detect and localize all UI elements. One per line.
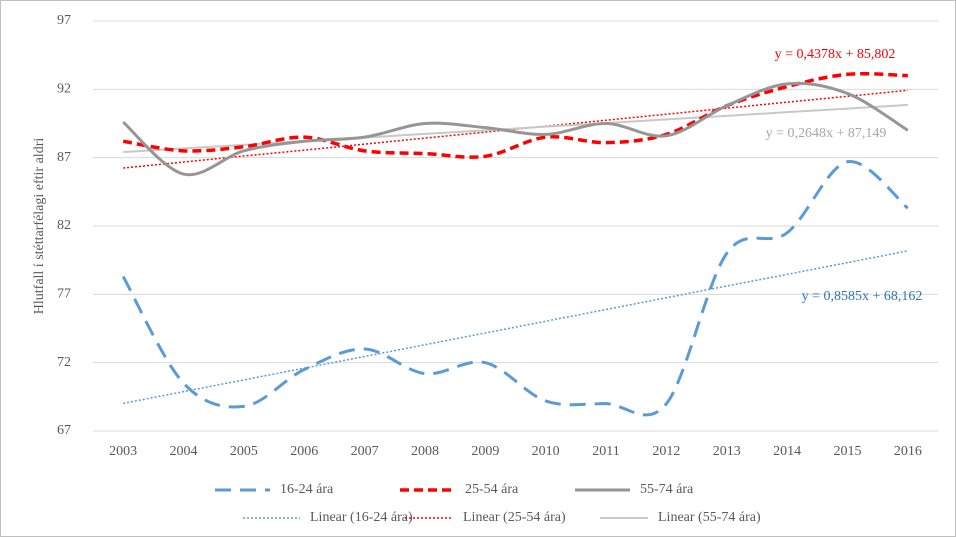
y-tick-label: 87: [57, 150, 71, 165]
annotation: y = 0,8585x + 68,162: [802, 289, 923, 304]
x-tick-label: 2003: [109, 444, 137, 459]
x-tick-label: 2007: [351, 444, 379, 459]
x-tick-label: 2006: [290, 444, 318, 459]
x-tick-label: 2009: [471, 444, 499, 459]
x-tick-label: 2008: [411, 444, 439, 459]
legend-label: 25-54 ára: [465, 482, 519, 497]
legend-label: Linear (55-74 ára): [658, 510, 761, 525]
legend-label: 16-24 ára: [280, 482, 334, 497]
x-tick-label: 2011: [592, 444, 619, 459]
y-tick-label: 97: [57, 13, 71, 28]
series-line: [123, 250, 908, 405]
series-line: [121, 160, 909, 417]
annotation: y = 0,4378x + 85,802: [775, 47, 896, 62]
legend-label: Linear (16-24 ára): [310, 510, 413, 525]
x-tick-label: 2014: [773, 444, 801, 459]
y-tick-label: 72: [57, 355, 71, 370]
x-tick-label: 2016: [894, 444, 922, 459]
y-tick-label: 82: [57, 218, 71, 233]
y-tick-label: 67: [57, 423, 71, 438]
x-tick-label: 2015: [833, 444, 861, 459]
y-tick-label: 92: [57, 82, 71, 97]
y-axis-label: Hlutfall í stéttarfélagi eftir aldri: [32, 138, 47, 315]
x-tick-label: 2010: [532, 444, 560, 459]
annotation: y = 0,2648x + 87,149: [766, 126, 887, 141]
x-tick-label: 2012: [652, 444, 680, 459]
legend-label: Linear (25-54 ára): [463, 510, 566, 525]
y-tick-label: 77: [57, 287, 71, 302]
legend-label: 55-74 ára: [640, 482, 694, 497]
x-tick-label: 2005: [230, 444, 258, 459]
x-tick-label: 2004: [170, 444, 198, 459]
series-line: [122, 71, 908, 159]
series-line: [122, 81, 909, 177]
x-tick-label: 2013: [713, 444, 741, 459]
